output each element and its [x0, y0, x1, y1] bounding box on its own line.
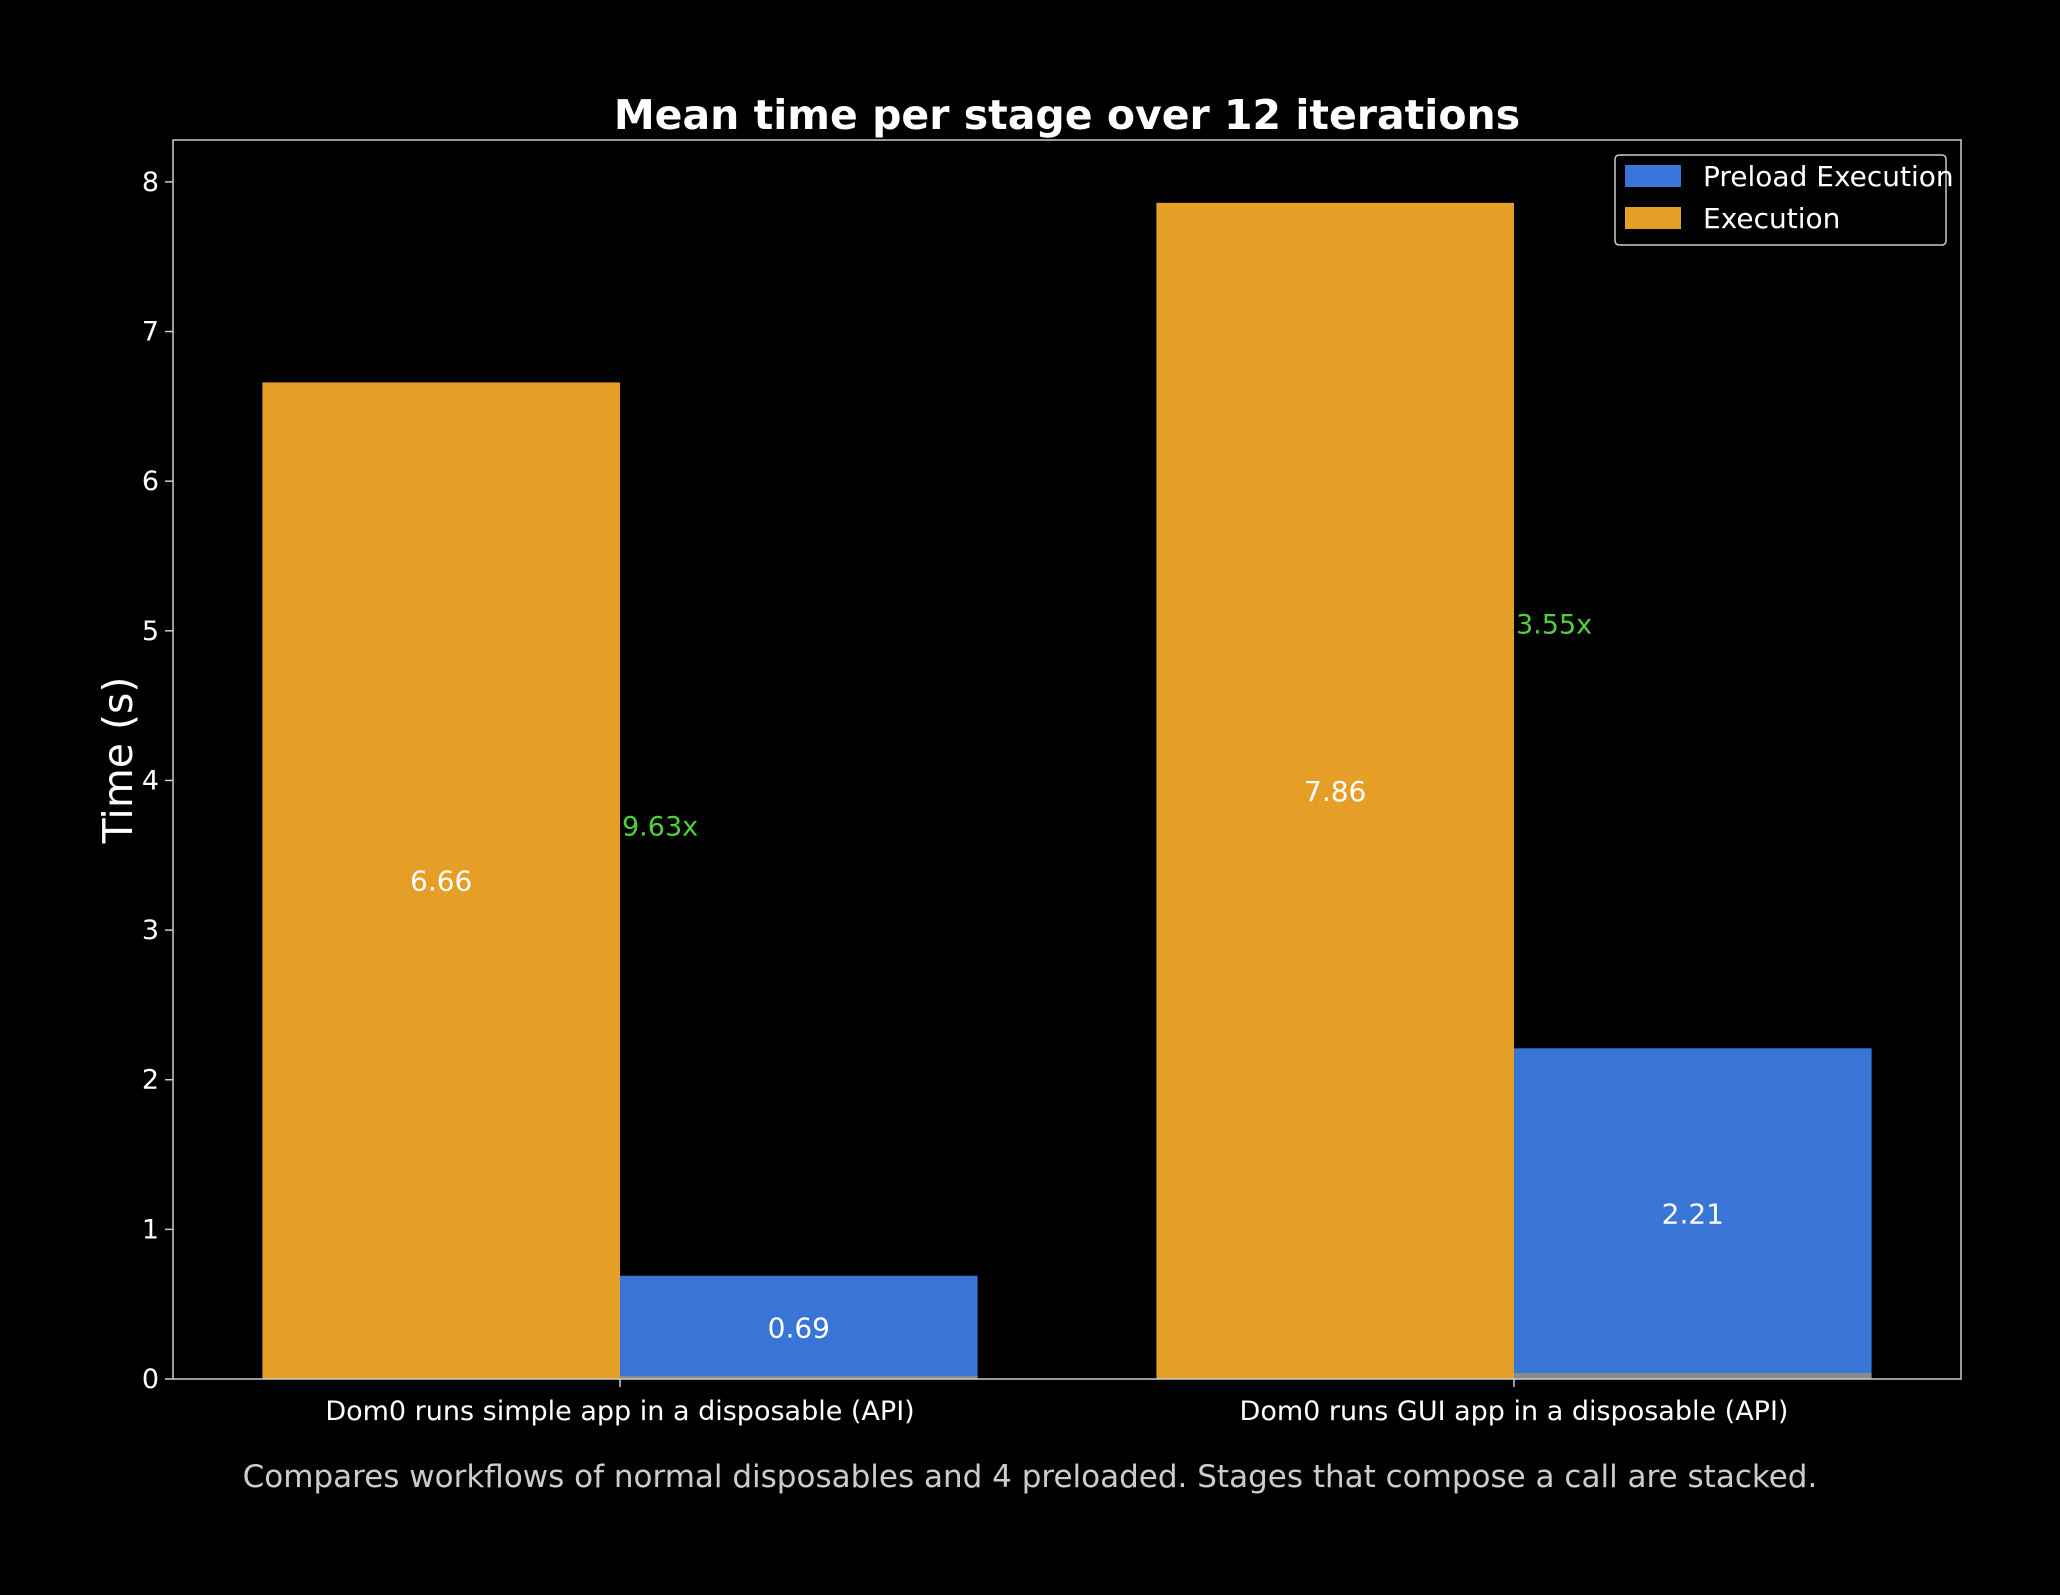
bar-base-stage	[620, 1376, 978, 1379]
y-tick-label: 4	[142, 765, 159, 796]
y-tick-label: 3	[142, 915, 159, 946]
legend-frame	[1614, 154, 1947, 246]
x-axis: Dom0 runs simple app in a disposable (AP…	[325, 1379, 1788, 1427]
legend-swatch	[1625, 207, 1681, 229]
y-tick-label: 1	[142, 1214, 159, 1245]
speedup-label: 3.55x	[1516, 609, 1592, 640]
y-tick-label: 6	[142, 466, 159, 497]
legend-label: Preload Execution	[1703, 160, 1954, 193]
bars-layer	[262, 202, 1872, 1380]
y-tick-label: 0	[142, 1364, 159, 1395]
bar-preload-execution	[620, 1275, 978, 1379]
legend: Preload Execution Execution	[1614, 154, 1954, 246]
y-axis: 0 1 2 3 4 5 6 7 8	[142, 167, 173, 1395]
y-tick-label: 5	[142, 616, 159, 647]
x-tick-label: Dom0 runs simple app in a disposable (AP…	[325, 1396, 914, 1427]
bar-base-stage	[1514, 1373, 1872, 1379]
y-axis-label: Time (s)	[94, 677, 142, 845]
legend-label: Execution	[1703, 202, 1840, 235]
labels-layer: 6.66 0.69 9.63x 7.86 2.21 3.55x	[410, 609, 1724, 1344]
bar-execution	[262, 382, 620, 1379]
chart-caption: Compares workflows of normal disposables…	[243, 1459, 1818, 1495]
legend-swatch	[1625, 165, 1681, 187]
bar-value-label: 0.69	[768, 1311, 830, 1344]
chart-title: Mean time per stage over 12 iterations	[614, 91, 1520, 139]
bar-value-label: 7.86	[1304, 775, 1366, 808]
y-tick-label: 2	[142, 1065, 159, 1096]
speedup-label: 9.63x	[622, 811, 698, 842]
y-tick-label: 7	[142, 317, 159, 348]
bar-preload-execution	[1514, 1048, 1872, 1379]
bar-value-label: 2.21	[1662, 1198, 1724, 1231]
bar-value-label: 6.66	[410, 865, 472, 898]
y-tick-label: 8	[142, 167, 159, 198]
bar-execution	[1156, 202, 1514, 1380]
plot-frame	[172, 139, 1962, 1380]
x-tick-label: Dom0 runs GUI app in a disposable (API)	[1240, 1396, 1789, 1427]
